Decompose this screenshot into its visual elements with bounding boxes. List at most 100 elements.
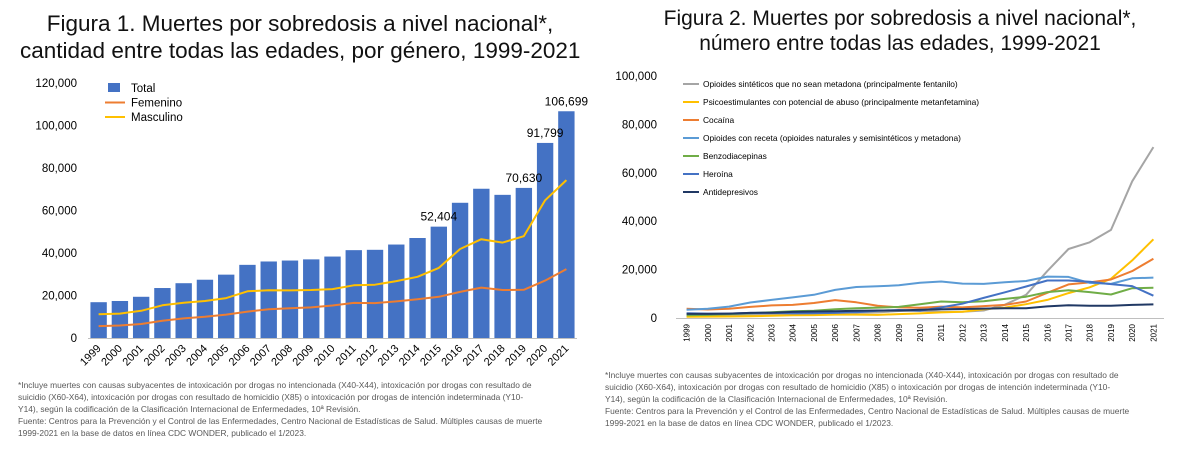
figure-2-footnote-line-5: 1999-2021 en la base de datos en línea C… xyxy=(605,418,894,428)
y-tick-label: 80,000 xyxy=(42,163,77,175)
x-tick-label: 2009 xyxy=(291,343,317,369)
figure-1-footnote: *Incluye muertes con causas subyacentes … xyxy=(18,379,542,439)
data-label-2020: 91,799 xyxy=(527,126,564,140)
legend-label-benzodiacepinas: Benzodiacepinas xyxy=(703,151,767,161)
figure-1-footnote-line-4: Fuente: Centros para la Prevención y el … xyxy=(18,416,543,426)
bar-total-2010 xyxy=(324,256,341,338)
y-tick-label: 20,000 xyxy=(622,265,657,277)
figure-1-title-line-1: Figura 1. Muertes por sobredosis a nivel… xyxy=(46,11,554,36)
x-tick-label: 2019 xyxy=(503,343,529,369)
x-tick-label: 2003 xyxy=(767,323,776,341)
data-label-2021: 106,699 xyxy=(545,94,589,108)
x-tick-label: 2016 xyxy=(439,343,465,369)
y-tick-label: 60,000 xyxy=(42,206,77,218)
line-masculino xyxy=(98,179,568,316)
figure-1-footnote-line-3: Y14), según la codificación de la Clasif… xyxy=(18,404,361,414)
bar-total-2006 xyxy=(239,264,256,338)
x-tick-label: 2011 xyxy=(937,323,946,341)
x-tick-label: 2008 xyxy=(269,343,295,369)
line-femenino xyxy=(98,268,567,328)
y-tick-label: 40,000 xyxy=(622,216,657,228)
bar-total-2012 xyxy=(366,249,384,338)
x-tick-label: 2010 xyxy=(312,343,338,369)
y-tick-label: 40,000 xyxy=(42,248,77,260)
figure-2-panel: Figura 2. Muertes por sobredosis a nivel… xyxy=(600,0,1200,450)
x-tick-label: 1999 xyxy=(683,323,692,341)
legend-label-antidepresivos: Antidepresivos xyxy=(703,187,758,197)
bar-total-2004 xyxy=(196,279,214,338)
figure-1-footnote-line-1: *Incluye muertes con causas subyacentes … xyxy=(18,380,532,390)
figure-1-footnote-line-5: 1999-2021 en la base de datos en línea C… xyxy=(18,428,307,438)
legend-swatch-total xyxy=(108,83,120,92)
bar-total-2005 xyxy=(218,274,235,338)
bar-total-2009 xyxy=(303,259,320,338)
x-tick-label: 2016 xyxy=(1043,323,1052,341)
figure-1-chart: 0 20,000 40,000 60,000 80,000 100,000 120,000 1… xyxy=(35,78,589,369)
x-tick-label: 2011 xyxy=(334,343,359,368)
y-tick-label: 60,000 xyxy=(622,168,657,180)
x-tick-label: 2013 xyxy=(980,323,989,341)
x-tick-label: 2009 xyxy=(895,323,904,341)
figure-2-title: Figura 2. Muertes por sobredosis a nivel… xyxy=(610,6,1190,56)
x-tick-label: 2002 xyxy=(746,323,755,341)
bar-total-2003 xyxy=(175,283,192,338)
y-tick-label: 0 xyxy=(71,333,77,345)
x-tick-label: 2015 xyxy=(1022,323,1031,341)
x-tick-label: 2004 xyxy=(789,323,798,341)
figure-2-footnote-line-2: suicidio (X60-X64), intoxicación por dro… xyxy=(605,382,1111,392)
legend-label-opioides-con-receta-opioides-naturales-y-semisinteticos-y-metadona: Opioides con receta (opioides naturales … xyxy=(703,133,961,143)
legend-label-total: Total xyxy=(131,83,155,95)
x-tick-label: 1999 xyxy=(78,343,104,369)
x-tick-label: 2008 xyxy=(874,323,883,341)
x-tick-label: 2017 xyxy=(1065,323,1074,341)
bar-total-2008 xyxy=(281,260,299,338)
x-tick-label: 2018 xyxy=(1086,323,1095,341)
bar-total-2015 xyxy=(430,226,447,338)
bar-total-2002 xyxy=(154,288,171,338)
bar-total-2001 xyxy=(132,296,150,338)
y-tick-label: 80,000 xyxy=(622,119,657,131)
x-tick-label: 2021 xyxy=(1149,323,1158,341)
figure-2-footnote-line-4: Fuente: Centros para la Prevención y el … xyxy=(605,406,1130,416)
data-label-2019: 70,630 xyxy=(505,171,542,185)
figure-2-footnote-line-3: Y14), según la codificación de la Clasif… xyxy=(605,394,948,404)
legend-label-opioides-sinteticos-que-no-sean-metadona-principalmente-fentanilo: Opioides sintéticos que no sean metadona… xyxy=(703,79,958,89)
bar-total-2017 xyxy=(473,188,490,338)
bar-total-2019 xyxy=(515,187,533,338)
figure-2-title-line-2: número entre todas las edades, 1999-2021 xyxy=(699,32,1101,55)
y-tick-label: 20,000 xyxy=(42,291,77,303)
x-tick-label: 2013 xyxy=(376,343,402,369)
x-tick-label: 2001 xyxy=(120,343,146,369)
x-tick-label: 2001 xyxy=(725,323,734,341)
line-opioides-con-receta-opioides-naturales-y-semisinteticos-y-metadona xyxy=(686,275,1154,311)
x-tick-label: 2017 xyxy=(461,343,487,369)
y-tick-label: 120,000 xyxy=(35,78,77,90)
line-cocaina xyxy=(686,257,1154,311)
figure-1-title-line-2: cantidad entre todas las edades, por gén… xyxy=(20,38,581,63)
figure-2-title-line-1: Figura 2. Muertes por sobredosis a nivel… xyxy=(663,7,1137,30)
figure-2-chart: 0 20,000 40,000 60,000 80,000 100,000 1999 2000… xyxy=(615,71,1164,342)
bar-total-2014 xyxy=(409,238,426,338)
x-tick-label: 2006 xyxy=(227,343,253,369)
x-tick-label: 2021 xyxy=(546,343,572,369)
x-tick-label: 2012 xyxy=(958,323,967,341)
x-tick-label: 2004 xyxy=(184,343,210,369)
bar-total-2000 xyxy=(111,300,129,338)
x-tick-label: 2012 xyxy=(354,343,380,369)
x-tick-label: 2018 xyxy=(482,343,508,369)
figure-1-footnote-line-2: suicidio (X60-X64), intoxicación por dro… xyxy=(18,392,524,402)
x-tick-label: 2007 xyxy=(248,343,274,369)
legend-label-psicoestimulantes-con-potencial-de-abuso-principalmente-metanfetamina: Psicoestimulantes con potencial de abuso… xyxy=(703,97,979,107)
figure-2-footnote: *Incluye muertes con causas subyacentes … xyxy=(605,369,1129,429)
x-tick-label: 2007 xyxy=(852,323,861,341)
x-tick-label: 2005 xyxy=(206,343,232,369)
x-tick-label: 2019 xyxy=(1107,323,1116,341)
bar-total-2007 xyxy=(260,261,277,338)
figure-2-footnote-line-1: *Incluye muertes con causas subyacentes … xyxy=(605,370,1119,380)
figure-1-panel: Figura 1. Muertes por sobredosis a nivel… xyxy=(18,11,589,439)
x-tick-label: 2000 xyxy=(704,323,713,341)
x-tick-label: 2000 xyxy=(99,343,125,369)
x-tick-label: 2006 xyxy=(831,323,840,341)
y-tick-label: 100,000 xyxy=(615,71,657,83)
x-tick-label: 2005 xyxy=(810,323,819,341)
